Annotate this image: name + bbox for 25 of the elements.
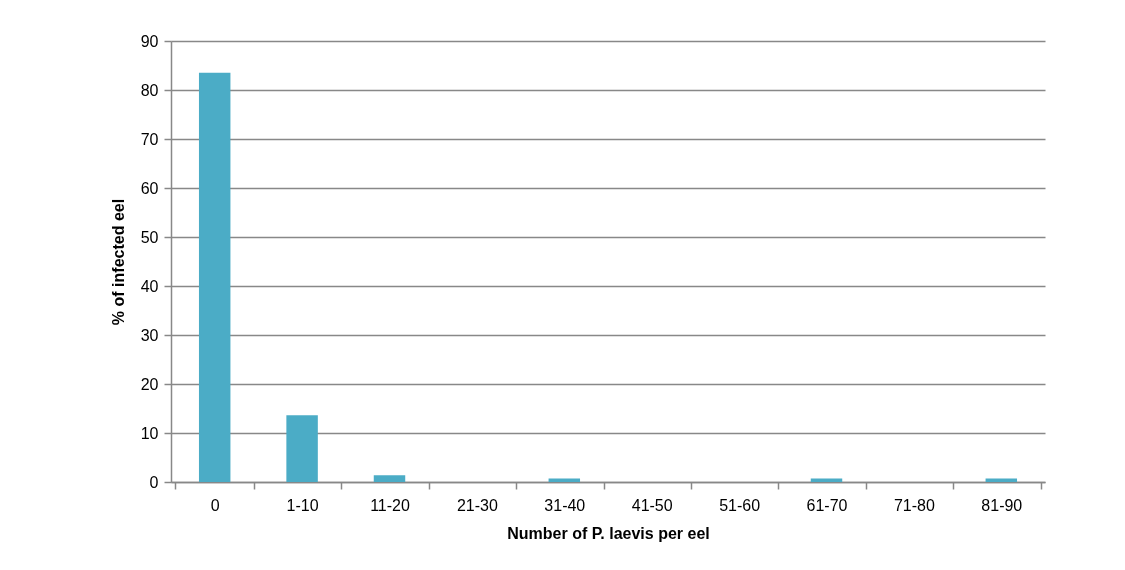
x-tick-label: 61-70 — [806, 496, 848, 514]
y-tick-label: 60 — [140, 179, 159, 197]
x-tick-label: 81-90 — [981, 496, 1023, 514]
y-axis-title: % of infected eel — [109, 198, 127, 326]
x-tick-label: 31-40 — [544, 496, 586, 514]
x-tick-label: 1-10 — [286, 496, 319, 514]
x-axis-title: Number of P. laevis per eel — [507, 524, 710, 542]
bar — [373, 475, 406, 482]
y-tick-label: 30 — [140, 326, 159, 344]
x-tick-label: 41-50 — [631, 496, 673, 514]
x-tick-label: 11-20 — [370, 496, 410, 514]
y-tick-label: 50 — [140, 228, 159, 246]
bar — [286, 415, 318, 482]
x-tick-label: 51-60 — [719, 496, 761, 514]
y-tick-label: 70 — [140, 130, 159, 148]
x-tick-label: 71-80 — [893, 496, 935, 514]
y-tick-label: 90 — [140, 32, 159, 50]
x-tick-label: 0 — [210, 496, 220, 514]
y-tick-label: 0 — [149, 473, 159, 491]
bar — [198, 72, 231, 482]
y-tick-label: 40 — [140, 277, 159, 295]
y-tick-label: 10 — [140, 424, 159, 442]
x-tick-label: 21-30 — [456, 496, 498, 514]
y-tick-label: 20 — [140, 375, 159, 393]
y-tick-label: 80 — [140, 81, 159, 99]
